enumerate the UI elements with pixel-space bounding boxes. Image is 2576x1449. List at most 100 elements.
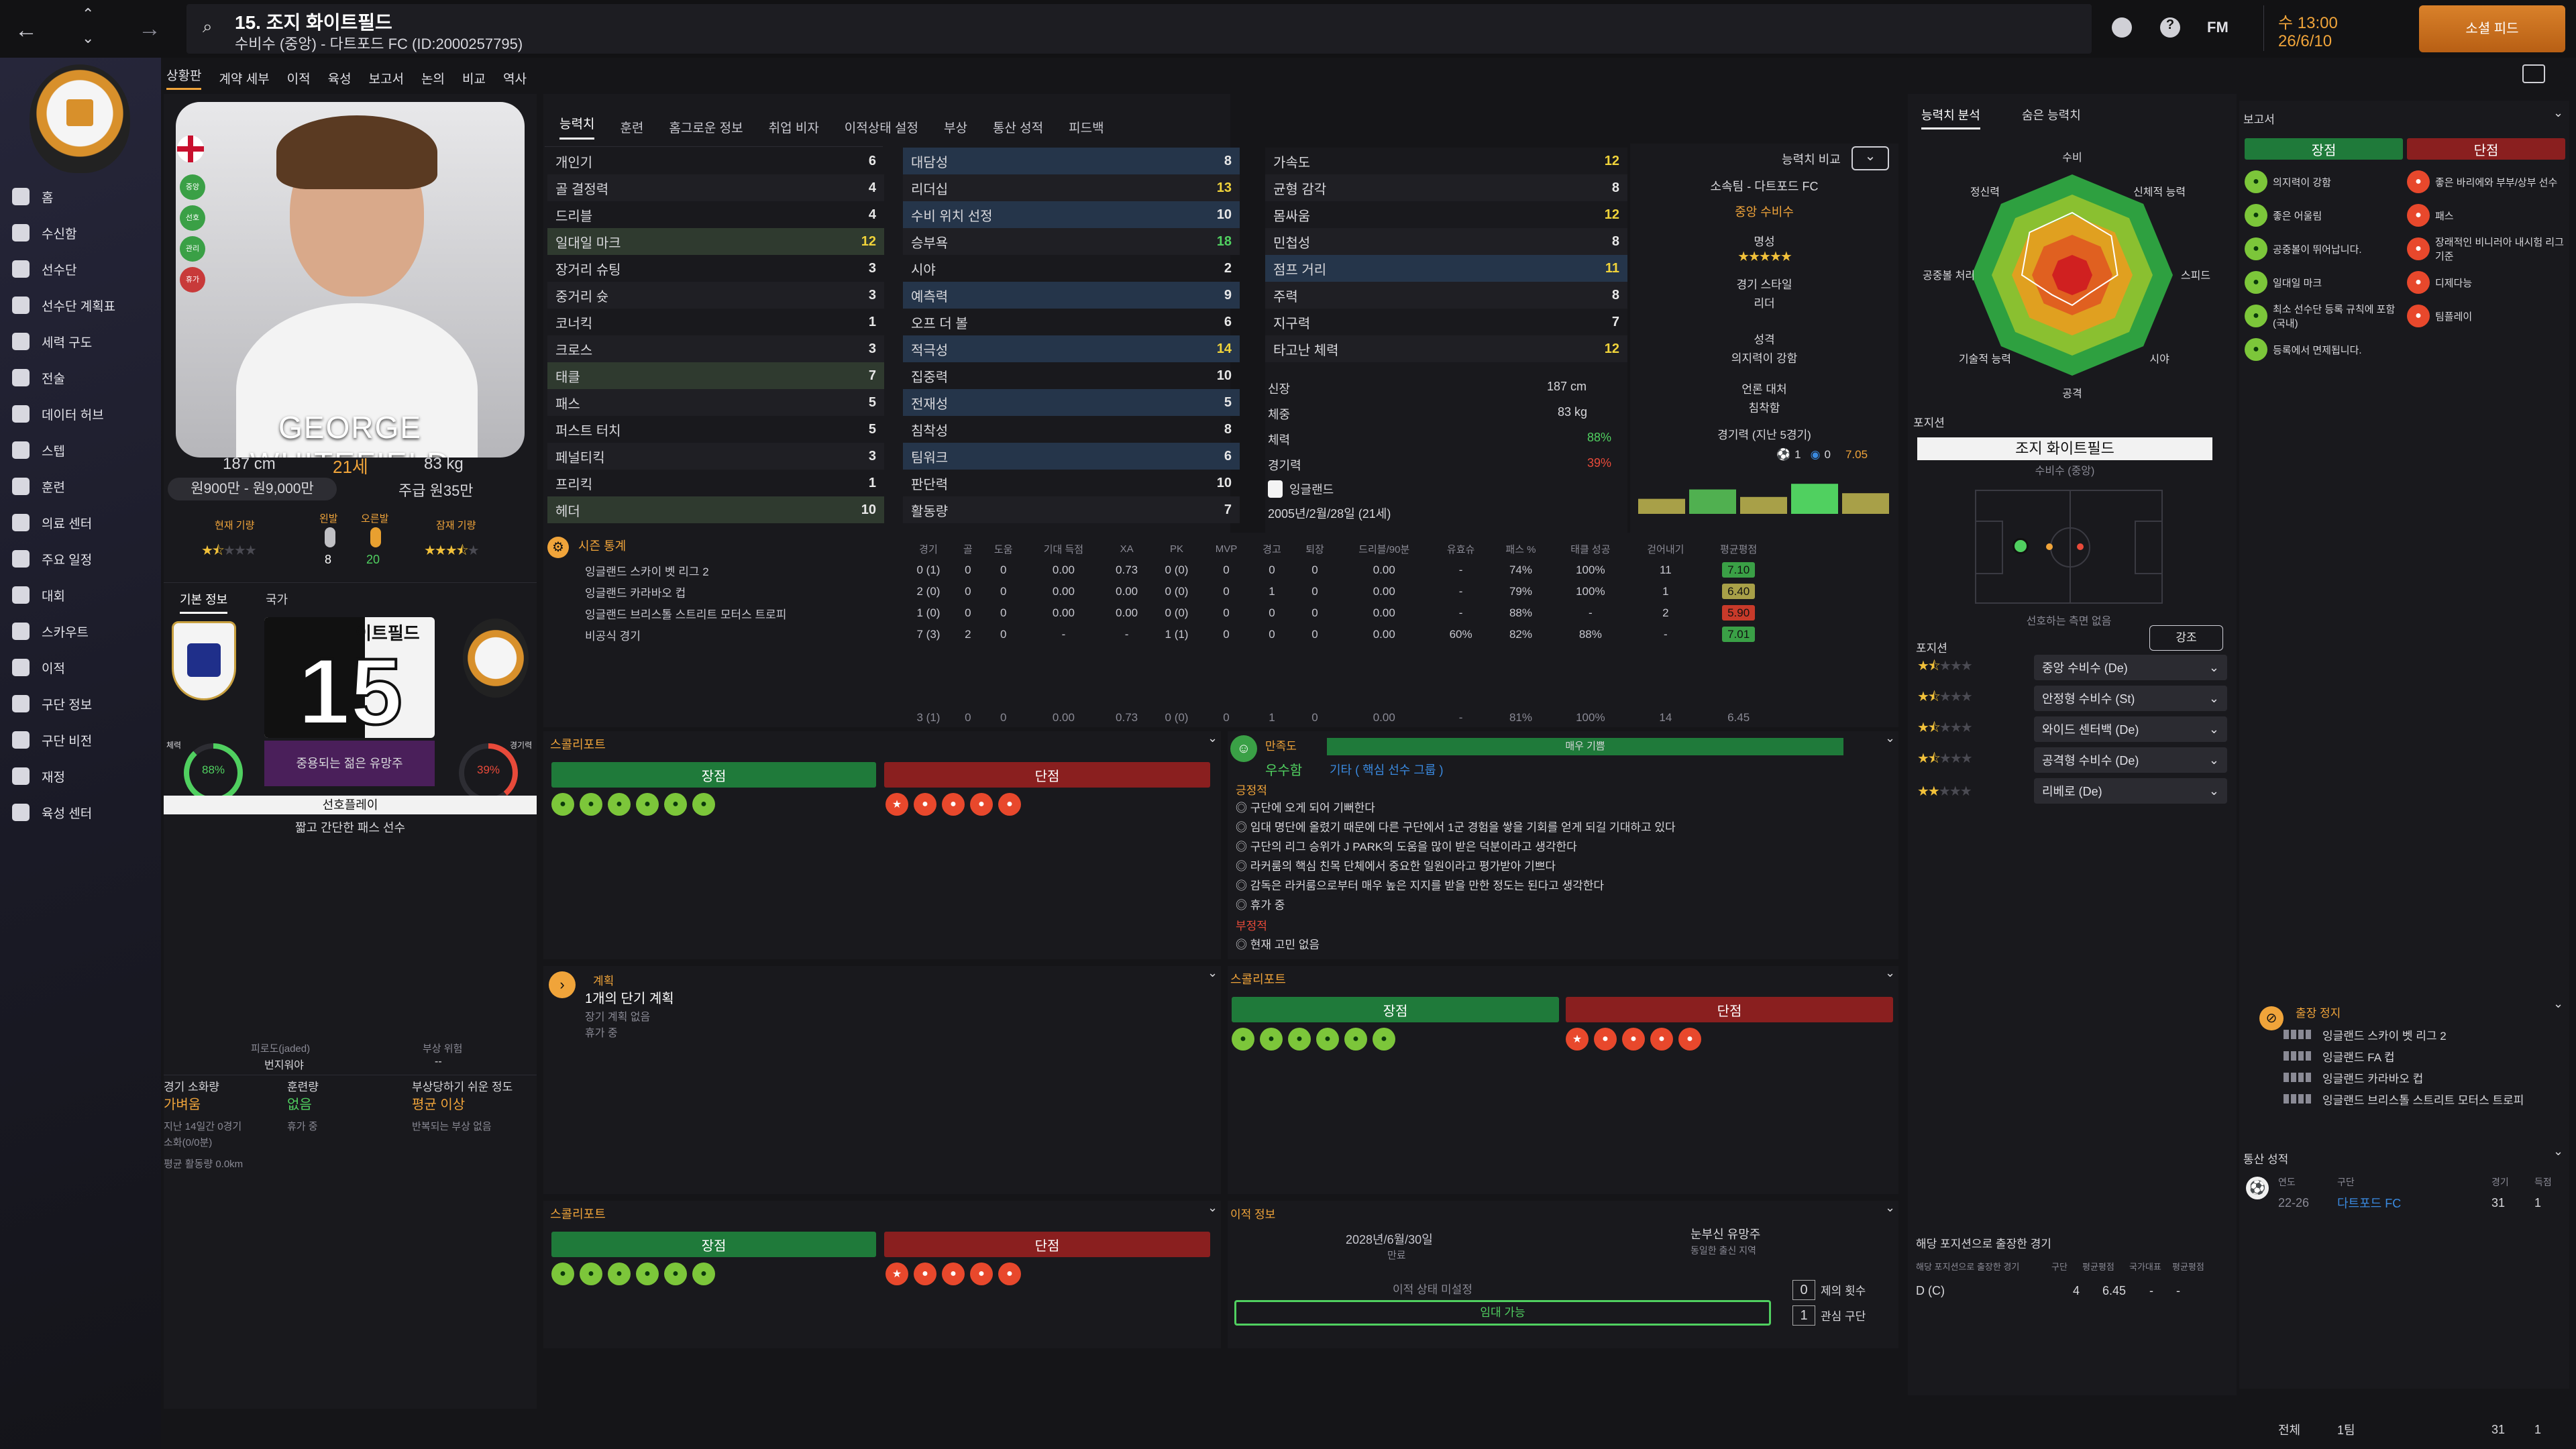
collapse-icon[interactable]: ⌄ xyxy=(1208,731,1218,745)
tab-injuries[interactable]: 부상 xyxy=(943,121,967,136)
tab-training[interactable]: 훈련 xyxy=(620,121,644,136)
scout-report-title-3[interactable]: 스콜리포트 xyxy=(550,1208,606,1221)
versatility-icon[interactable]: ● xyxy=(970,1263,993,1285)
passing-icon[interactable]: ● xyxy=(1594,1028,1617,1051)
table-row[interactable]: 잉글랜드 카라바오 컵 2 (0) 0 0 0.00 0.00 0 (0) 0 1 0 0.00 - 7… xyxy=(581,581,1775,602)
marking-icon[interactable]: ● xyxy=(636,1263,659,1285)
scout-report-title[interactable]: 스콜리포트 xyxy=(550,738,606,751)
subtab-discuss[interactable]: 논의 xyxy=(421,72,445,87)
tab-career[interactable]: 통산 성적 xyxy=(992,121,1044,136)
teamplay-icon[interactable]: ● xyxy=(998,793,1021,816)
versatility-icon[interactable]: ● xyxy=(1650,1028,1673,1051)
collapse-icon[interactable]: ⌄ xyxy=(2553,1144,2564,1158)
sidebar-item-data-hub[interactable]: 데이터 허브 xyxy=(0,396,161,432)
table-row[interactable]: 비공식 경기 7 (3) 2 0 - - 1 (1) 0 0 0 0.00 60% 82% 88% - 7.0… xyxy=(581,624,1775,645)
marking-icon[interactable]: ● xyxy=(636,793,659,816)
subtab-reports[interactable]: 보고서 xyxy=(368,72,405,87)
value-range[interactable]: 원900만 - 원9,000만 xyxy=(168,478,337,500)
teamplay-icon[interactable]: ● xyxy=(998,1263,1021,1285)
homegrown-icon[interactable]: ● xyxy=(664,793,687,816)
sidebar-item-transfers[interactable]: 이적 xyxy=(0,649,161,686)
sidebar-item-scouting[interactable]: 스카우트 xyxy=(0,613,161,649)
subtab-transfer[interactable]: 이적 xyxy=(286,72,311,87)
teamwork-icon[interactable]: ● xyxy=(580,1263,602,1285)
star-icon[interactable]: ★ xyxy=(885,1263,908,1285)
sidebar-item-competitions[interactable]: 대회 xyxy=(0,577,161,613)
role-dropdown[interactable]: 리베로 (De) ⌄ xyxy=(2034,778,2227,804)
role-dropdown[interactable]: 중앙 수비수 (De) ⌄ xyxy=(2034,655,2227,680)
sidebar-item-dev-centre[interactable]: 육성 센터 xyxy=(0,794,161,830)
fm-logo[interactable]: FM xyxy=(2207,19,2229,36)
versatility-icon[interactable]: ● xyxy=(970,793,993,816)
collapse-icon[interactable]: ⌄ xyxy=(1885,1201,1896,1214)
role-badge-holiday[interactable]: 휴가 xyxy=(180,267,205,292)
subtab-overview[interactable]: 상황판 xyxy=(166,66,202,90)
chevron-right-icon[interactable]: › xyxy=(549,971,576,998)
career-row[interactable]: 22-26 다트포드 FC 31 1 xyxy=(2278,1194,2561,1212)
determination-icon[interactable]: ● xyxy=(1232,1028,1254,1051)
potential-icon[interactable]: ● xyxy=(942,793,965,816)
search-bar[interactable]: ⌕ 15. 조지 화이트필드 수비수 (중앙) - 다트포드 FC (ID:20… xyxy=(186,4,2092,54)
sidebar-item-inbox[interactable]: 수신함 xyxy=(0,215,161,251)
role-row[interactable]: ★⯪★★★ 중앙 수비수 (De) ⌄ xyxy=(1917,653,2227,682)
aerial-icon[interactable]: ● xyxy=(608,1263,631,1285)
role-badge-central[interactable]: 중앙 xyxy=(180,174,205,200)
sidebar-item-squad-planner[interactable]: 선수단 계획표 xyxy=(0,287,161,323)
collapse-icon[interactable]: ⌄ xyxy=(2553,106,2564,119)
potential-icon[interactable]: ● xyxy=(942,1263,965,1285)
subtab-contract[interactable]: 계약 세부 xyxy=(219,72,270,87)
sidebar-item-club-vision[interactable]: 구단 비전 xyxy=(0,722,161,758)
role-dropdown[interactable]: 공격형 수비수 (De) ⌄ xyxy=(2034,747,2227,773)
role-row[interactable]: ★⯪★★★ 공격형 수비수 (De) ⌄ xyxy=(1917,746,2227,774)
exempt-icon[interactable]: ● xyxy=(692,1263,715,1285)
collapse-icon[interactable]: ⌄ xyxy=(1885,731,1896,745)
roles-highlight-dropdown[interactable]: 강조 xyxy=(2149,625,2223,651)
sidebar-item-tactics[interactable]: 전술 xyxy=(0,360,161,396)
subtab-history[interactable]: 역사 xyxy=(502,72,527,87)
sidebar-item-dynamics[interactable]: 세력 구도 xyxy=(0,323,161,360)
determination-icon[interactable]: ● xyxy=(551,1263,574,1285)
layout-toggle-icon[interactable] xyxy=(2522,64,2545,83)
report-weakness-item[interactable]: ● 장래적인 비니러아 내시험 리그 기준 xyxy=(2407,232,2565,266)
collapse-icon[interactable]: ⌄ xyxy=(1885,966,1896,979)
table-row[interactable]: 잉글랜드 스카이 벳 리그 2 0 (1) 0 0 0.00 0.73 0 (0) 0 0 0 0.… xyxy=(581,559,1775,581)
report-strength-item[interactable]: ● 일대일 마크 xyxy=(2245,266,2403,299)
star-icon[interactable]: ★ xyxy=(885,793,908,816)
globe-icon[interactable] xyxy=(2112,17,2132,38)
potential-icon[interactable]: ● xyxy=(1622,1028,1645,1051)
role-dropdown[interactable]: 안정형 수비수 (St) ⌄ xyxy=(2034,686,2227,711)
plans-title[interactable]: 계획 xyxy=(593,975,614,987)
club-crest[interactable] xyxy=(30,64,130,173)
loan-available-button[interactable]: 임대 가능 xyxy=(1234,1300,1771,1326)
passing-icon[interactable]: ● xyxy=(914,793,936,816)
star-icon[interactable]: ★ xyxy=(1566,1028,1589,1051)
career-club-link[interactable]: 다트포드 FC xyxy=(2337,1197,2402,1210)
tab-nation[interactable]: 국가 xyxy=(266,593,288,606)
help-icon[interactable]: ? xyxy=(2160,17,2180,38)
sidebar-item-squad[interactable]: 선수단 xyxy=(0,251,161,287)
role-dropdown[interactable]: 와이드 센터백 (De) ⌄ xyxy=(2034,716,2227,742)
report-strength-item[interactable]: ● 의지력이 강함 xyxy=(2245,165,2403,199)
sidebar-item-medical[interactable]: 의료 센터 xyxy=(0,504,161,541)
teamwork-icon[interactable]: ● xyxy=(580,793,602,816)
collapse-icon[interactable]: ⌄ xyxy=(2553,997,2564,1010)
collapse-icon[interactable]: ⌄ xyxy=(1208,1201,1218,1214)
homegrown-icon[interactable]: ● xyxy=(1344,1028,1367,1051)
role-badge-managed[interactable]: 관리 xyxy=(180,236,205,262)
scout-report-title-2[interactable]: 스콜리포트 xyxy=(1230,973,1286,986)
tab-attributes[interactable]: 능력치 xyxy=(559,114,595,140)
sidebar-item-club-info[interactable]: 구단 정보 xyxy=(0,686,161,722)
report-weakness-item[interactable]: ● 패스 xyxy=(2407,199,2565,232)
sidebar-item-training[interactable]: 훈련 xyxy=(0,468,161,504)
report-strength-item[interactable]: ● 좋은 어울림 xyxy=(2245,199,2403,232)
role-row[interactable]: ★⯪★★★ 와이드 센터백 (De) ⌄ xyxy=(1917,715,2227,743)
sidebar-item-home[interactable]: 홈 xyxy=(0,178,161,215)
chevron-down-icon[interactable]: ⌄ xyxy=(82,30,95,46)
season-stats-title[interactable]: 시즌 통계 xyxy=(578,539,627,553)
subtab-development[interactable]: 육성 xyxy=(327,72,352,87)
tab-attribute-analysis[interactable]: 능력치 분석 xyxy=(1921,106,1980,129)
subtab-compare[interactable]: 비교 xyxy=(462,72,486,87)
report-strength-item[interactable]: ● 공중볼이 뛰어납니다. xyxy=(2245,232,2403,266)
report-strength-item[interactable]: ● 최소 선수단 등록 규칙에 포함(국내) xyxy=(2245,299,2403,333)
exempt-icon[interactable]: ● xyxy=(1373,1028,1395,1051)
